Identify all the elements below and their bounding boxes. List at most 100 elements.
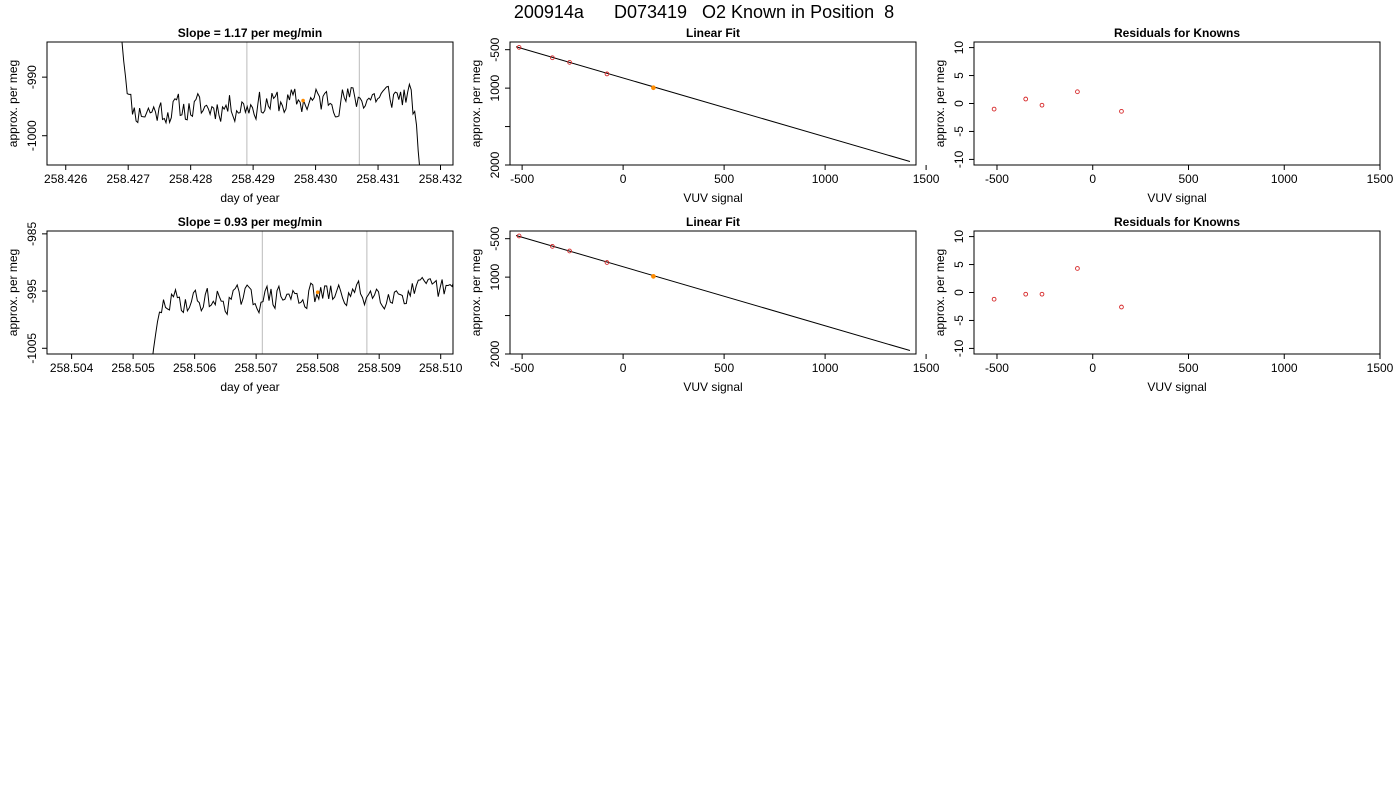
y-tick-label: -1005 <box>25 333 39 364</box>
y-tick-label: 2000 <box>488 340 502 367</box>
x-tick-label: 258.432 <box>419 172 463 186</box>
y-tick-label: -500 <box>488 226 502 250</box>
y-axis-label: approx. per meg <box>6 249 20 336</box>
data-point-4 <box>604 260 610 265</box>
plot-area <box>991 89 1124 114</box>
x-tick-label: 258.430 <box>294 172 338 186</box>
y-axis: 10 5 0 -5 -10 approx. per meg <box>933 230 974 357</box>
x-tick-label: 258.504 <box>50 361 94 375</box>
plot-area <box>991 266 1124 310</box>
y-tick-label: 5 <box>952 72 966 79</box>
panel-title: Linear Fit <box>686 215 740 229</box>
data-point-2 <box>550 244 555 249</box>
data-point-3 <box>1039 102 1045 108</box>
x-tick-label: 258.431 <box>356 172 400 186</box>
x-axis-label: VUV signal <box>1147 380 1206 394</box>
fit-line <box>515 46 911 163</box>
highlight-point <box>301 98 305 103</box>
data-point-3 <box>567 248 572 254</box>
data-point-4 <box>1075 266 1080 271</box>
plot-area <box>152 231 453 354</box>
data-point-3 <box>567 60 572 65</box>
plot-frame <box>973 41 1381 166</box>
data-point-1 <box>516 45 522 50</box>
y-axis-label: approx. per meg <box>469 249 483 336</box>
series-line <box>121 42 420 165</box>
plot-area <box>515 45 911 163</box>
x-tick-label: 258.505 <box>111 361 155 375</box>
y-axis-label: approx. per meg <box>469 60 483 147</box>
x-tick-label: 258.427 <box>107 172 151 186</box>
data-point-4 <box>604 71 610 77</box>
y-tick-label: -1000 <box>25 120 39 151</box>
plot-frame <box>46 230 454 355</box>
x-tick-label: -500 <box>985 361 1009 375</box>
panel-title: Residuals for Knowns <box>1114 26 1240 40</box>
x-tick-label: 258.510 <box>419 361 463 375</box>
x-tick-label: -500 <box>510 361 534 375</box>
y-tick-label: -985 <box>25 222 39 246</box>
data-point-2 <box>1023 291 1029 297</box>
x-axis: 258.426 258.427 258.428 258.429 258.430 258.4… <box>44 165 463 205</box>
panel-title: Slope = 0.93 per meg/min <box>178 215 322 229</box>
data-point-1 <box>991 106 997 112</box>
y-axis: -985 -995 -1005 approx. per meg <box>6 222 47 364</box>
y-axis: -500 1000 2000 approx. per meg <box>469 37 510 178</box>
x-tick-label: 258.506 <box>173 361 217 375</box>
chart-panel-6: Residuals for Knowns -500 0 500 1000 1500 VUV … <box>933 215 1394 394</box>
chart-panel-3: Residuals for Knowns -500 0 500 1000 1500 VUV … <box>933 26 1394 205</box>
x-tick-label: 1500 <box>1367 361 1394 375</box>
x-tick-label: 258.429 <box>231 172 275 186</box>
data-point-4 <box>1075 89 1080 95</box>
y-axis-label: approx. per meg <box>933 60 947 147</box>
y-tick-label: -5 <box>952 315 966 326</box>
x-tick-label: 1500 <box>1367 172 1394 186</box>
plot-frame <box>509 41 917 166</box>
y-tick-label: -995 <box>25 279 39 303</box>
panel-title: Slope = 1.17 per meg/min <box>178 26 322 40</box>
y-tick-label: 0 <box>952 100 966 107</box>
x-tick-label: 258.507 <box>234 361 278 375</box>
highlight-point <box>315 290 320 295</box>
x-tick-label: 500 <box>714 361 734 375</box>
x-tick-label: -500 <box>510 172 534 186</box>
plot-frame <box>509 230 917 355</box>
x-tick-label: 258.428 <box>169 172 213 186</box>
plot-frame <box>973 230 1381 355</box>
x-tick-label: 0 <box>1089 361 1096 375</box>
x-axis: -500 0 500 1000 1500 VUV signal <box>510 354 940 394</box>
x-tick-label: 500 <box>1178 172 1198 186</box>
series-line <box>152 276 453 354</box>
y-axis: 10 5 0 -5 -10 approx. per meg <box>933 41 974 168</box>
y-axis: -990 -1000 approx. per meg <box>6 60 47 151</box>
x-axis-label: VUV signal <box>1147 191 1206 205</box>
y-tick-label: -990 <box>25 65 39 89</box>
x-axis: 258.504 258.505 258.506 258.507 258.508 258.5… <box>50 354 463 394</box>
panel-title: Linear Fit <box>686 26 740 40</box>
panel-title: Residuals for Knowns <box>1114 215 1240 229</box>
y-tick-label: -500 <box>488 37 502 61</box>
x-tick-label: 1500 <box>913 361 940 375</box>
x-tick-label: 258.508 <box>296 361 340 375</box>
data-point-5 <box>1119 304 1124 310</box>
y-tick-label: 10 <box>952 230 966 244</box>
x-tick-label: 0 <box>1089 172 1096 186</box>
x-tick-label: 500 <box>1178 361 1198 375</box>
plot-frame <box>46 41 454 166</box>
data-point-2 <box>1023 96 1029 102</box>
x-axis: -500 0 500 1000 1500 VUV signal <box>510 165 940 205</box>
data-point-1 <box>516 233 522 239</box>
y-tick-label: -5 <box>952 126 966 137</box>
data-point-1 <box>991 296 997 302</box>
x-axis-label: VUV signal <box>683 380 742 394</box>
y-axis: -500 1000 2000 approx. per meg <box>469 226 510 367</box>
x-tick-label: 1500 <box>913 172 940 186</box>
x-axis: -500 0 500 1000 1500 VUV signal <box>985 354 1394 394</box>
x-tick-label: 258.426 <box>44 172 88 186</box>
y-axis-label: approx. per meg <box>6 60 20 147</box>
